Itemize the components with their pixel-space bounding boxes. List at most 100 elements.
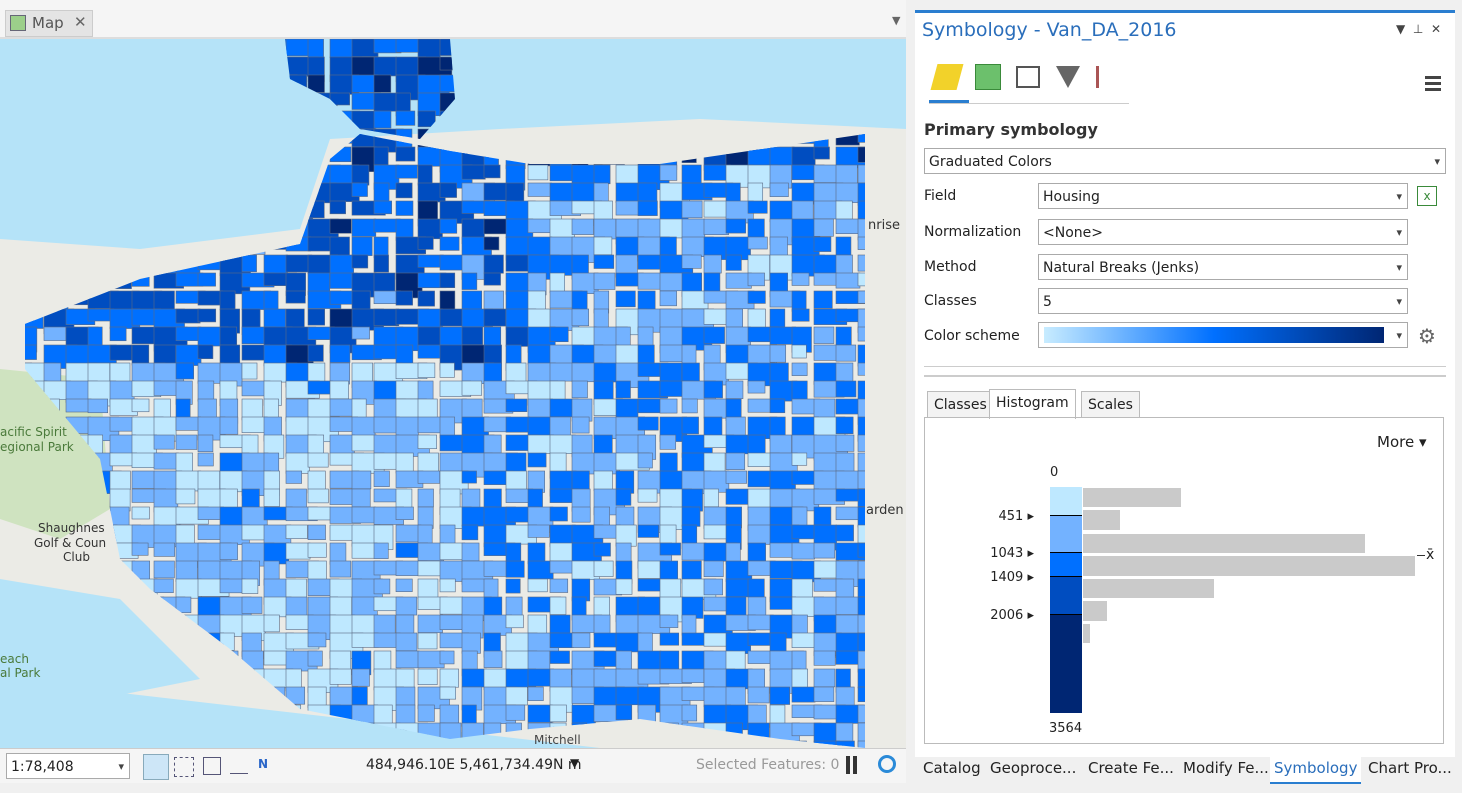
break-value: 2006 — [990, 608, 1024, 623]
field-dropdown[interactable]: Housing — [1038, 183, 1408, 210]
polygon — [175, 326, 202, 341]
polygon — [857, 614, 865, 640]
polygon — [417, 236, 434, 250]
scale-dropdown[interactable]: 1:78,408 — [6, 753, 130, 780]
polygon — [153, 578, 174, 593]
tab-active[interactable]: Histogram — [989, 389, 1076, 419]
polygon — [527, 218, 551, 234]
polygon — [681, 542, 707, 561]
break-label[interactable]: 1409 ▸ — [990, 570, 1034, 585]
polygon — [703, 308, 729, 325]
polygon — [593, 632, 617, 648]
tool-button[interactable] — [143, 754, 169, 780]
break-label[interactable]: 451 ▸ — [998, 509, 1035, 524]
polygon — [131, 542, 149, 556]
polygon — [857, 128, 865, 143]
polygon — [747, 236, 768, 250]
field-value: Housing — [1043, 189, 1100, 205]
properties-icon[interactable] — [1096, 66, 1125, 88]
label-icon[interactable] — [1016, 66, 1040, 88]
polygon — [659, 650, 680, 671]
selected-features[interactable]: Selected Features: 0 — [696, 757, 840, 773]
polygon — [857, 560, 865, 586]
polygon — [681, 614, 697, 636]
polygon — [329, 218, 352, 234]
vary-symbology-icon[interactable] — [975, 64, 1001, 90]
break-label[interactable]: 1043 ▸ — [990, 546, 1034, 561]
bottom-tab[interactable]: Create Fe... — [1088, 759, 1174, 777]
map-tab[interactable]: Map ✕ — [5, 10, 93, 37]
polygon — [791, 290, 807, 312]
polygon — [857, 524, 865, 546]
method-dropdown[interactable]: Natural Breaks (Jenks) — [1038, 254, 1408, 281]
polygon — [285, 542, 311, 560]
map-canvas[interactable]: acific Spirit egional Park Shaughnes Gol… — [0, 39, 906, 748]
splitter[interactable] — [924, 366, 1446, 377]
polygon — [351, 398, 367, 420]
classes-dropdown[interactable]: 5 — [1038, 288, 1408, 315]
polygon — [87, 362, 111, 384]
pause-button[interactable] — [846, 756, 850, 774]
close-icon[interactable]: ✕ — [74, 13, 87, 31]
pane-controls[interactable]: ▼ ⊥ ✕ — [1396, 22, 1441, 36]
class-swatch — [1050, 577, 1082, 615]
polygon — [351, 254, 369, 269]
bottom-tab[interactable]: Geoproce... — [990, 759, 1077, 777]
polygon — [395, 182, 413, 199]
refresh-button[interactable] — [878, 755, 896, 773]
polygon — [857, 452, 865, 479]
polygon — [593, 470, 613, 492]
tool-button[interactable] — [203, 757, 221, 775]
normalization-dropdown[interactable]: <None> — [1038, 219, 1408, 246]
polygon — [527, 614, 548, 636]
polygon — [857, 308, 865, 333]
color-scheme-dropdown[interactable] — [1038, 322, 1408, 349]
bottom-tab[interactable]: Chart Pro... — [1368, 759, 1452, 777]
break-lines — [1050, 515, 1082, 516]
polygon — [461, 164, 486, 180]
polygon — [329, 560, 352, 578]
map-label: al Park — [0, 666, 40, 680]
polygon — [659, 452, 678, 475]
tool-button[interactable] — [230, 757, 248, 774]
menu-button[interactable] — [1425, 76, 1441, 79]
polygon — [373, 254, 389, 273]
renderer-value: Graduated Colors — [929, 154, 1052, 170]
polygon — [769, 362, 789, 383]
polygon — [637, 524, 659, 538]
polygon — [395, 110, 416, 126]
dropdown-arrow[interactable]: ▼ — [892, 14, 901, 27]
units-dropdown[interactable]: ▼ — [570, 756, 580, 770]
bottom-tab[interactable]: Modify Fe... — [1183, 759, 1269, 777]
expression-button[interactable]: x — [1417, 186, 1437, 206]
section-title: Primary symbology — [924, 120, 1098, 139]
polygon — [857, 488, 865, 507]
polygon — [175, 470, 202, 492]
polygon — [527, 182, 552, 197]
bottom-tab[interactable]: Catalog — [923, 759, 981, 777]
polygon — [659, 434, 677, 450]
polygon — [285, 452, 310, 474]
polygon — [747, 470, 774, 488]
tool-button[interactable] — [174, 757, 194, 777]
polygon — [417, 704, 435, 722]
filter-icon[interactable] — [1056, 66, 1080, 88]
bottom-tab-active[interactable]: Symbology — [1270, 754, 1362, 784]
polygon — [395, 686, 416, 706]
polygon — [175, 560, 198, 582]
more-button[interactable]: More ▾ — [1377, 433, 1427, 451]
settings-button[interactable]: ⚙ — [1418, 324, 1436, 348]
polygon — [439, 596, 464, 615]
renderer-dropdown[interactable]: Graduated Colors — [924, 148, 1446, 175]
polygon — [747, 290, 766, 304]
break-label[interactable]: 2006 ▸ — [990, 608, 1034, 623]
map-label: nrise — [868, 218, 900, 233]
tab[interactable]: Scales — [1081, 391, 1140, 418]
polygon — [681, 398, 698, 414]
polygon — [417, 614, 443, 633]
polygon — [681, 506, 701, 527]
tool-button[interactable]: N — [258, 757, 269, 771]
polygon — [505, 416, 530, 433]
tab[interactable]: Classes — [927, 391, 994, 418]
polygon — [791, 272, 810, 286]
